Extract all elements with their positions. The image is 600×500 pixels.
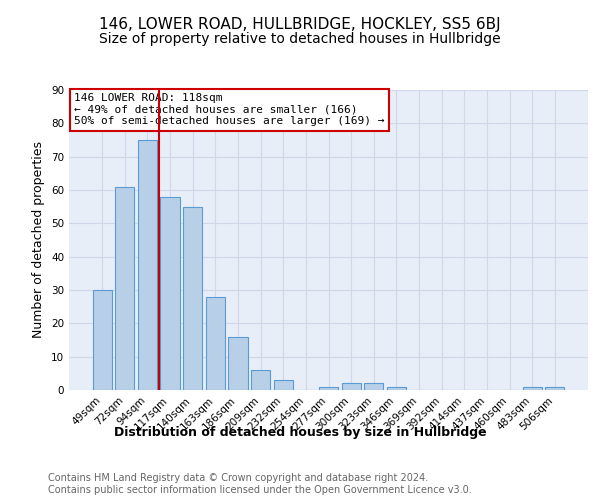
Bar [274, 380, 293, 390]
Y-axis label: Number of detached properties: Number of detached properties [32, 142, 46, 338]
Bar [138, 140, 157, 390]
Text: Contains HM Land Registry data © Crown copyright and database right 2024.
Contai: Contains HM Land Registry data © Crown c… [48, 474, 472, 495]
Bar [319, 386, 338, 390]
Bar [115, 186, 134, 390]
Text: 146 LOWER ROAD: 118sqm
← 49% of detached houses are smaller (166)
50% of semi-de: 146 LOWER ROAD: 118sqm ← 49% of detached… [74, 93, 385, 126]
Bar [387, 386, 406, 390]
Bar [364, 384, 383, 390]
Bar [251, 370, 270, 390]
Bar [183, 206, 202, 390]
Bar [523, 386, 542, 390]
Text: 146, LOWER ROAD, HULLBRIDGE, HOCKLEY, SS5 6BJ: 146, LOWER ROAD, HULLBRIDGE, HOCKLEY, SS… [99, 18, 501, 32]
Bar [92, 290, 112, 390]
Text: Distribution of detached houses by size in Hullbridge: Distribution of detached houses by size … [113, 426, 487, 439]
Bar [545, 386, 565, 390]
Bar [160, 196, 180, 390]
Bar [341, 384, 361, 390]
Bar [229, 336, 248, 390]
Text: Size of property relative to detached houses in Hullbridge: Size of property relative to detached ho… [99, 32, 501, 46]
Bar [206, 296, 225, 390]
